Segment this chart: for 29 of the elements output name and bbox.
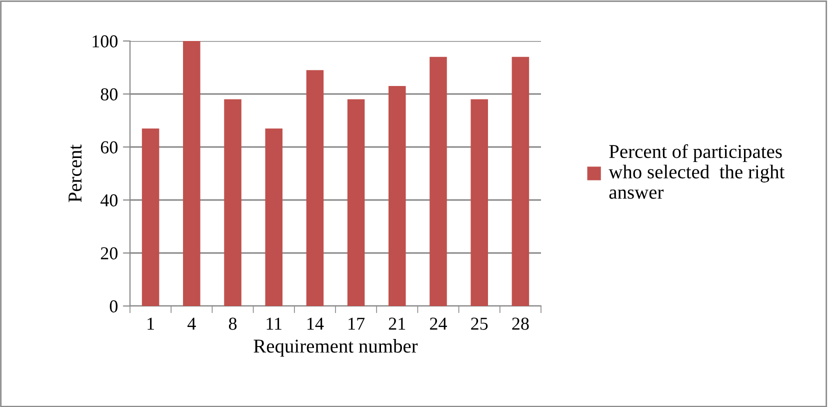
bar: [512, 56, 530, 306]
x-tick-label: 21: [388, 318, 406, 330]
x-tick-label: 28: [512, 318, 529, 330]
y-tick-label: 40: [100, 194, 118, 206]
bar: [347, 99, 365, 306]
bar: [388, 86, 406, 306]
bar: [265, 128, 282, 306]
bar: [306, 70, 324, 306]
bar: [183, 41, 200, 306]
x-tick-label: 17: [348, 318, 365, 330]
bar: [470, 99, 488, 306]
x-tick-label: 1: [148, 318, 154, 330]
y-tick-label: 0: [110, 300, 118, 312]
bar: [142, 128, 160, 306]
y-tick-label: 100: [92, 35, 118, 48]
x-tick-label: 4: [187, 318, 196, 330]
bar: [224, 99, 242, 306]
y-tick-label: 80: [100, 88, 118, 100]
x-axis-title: Requirement number: [254, 339, 418, 357]
bar: [430, 56, 447, 306]
x-tick-label: 8: [228, 318, 237, 330]
y-tick-label: 60: [100, 141, 118, 154]
legend-label: Percent of participates who selected the right answer: [608, 144, 785, 199]
x-tick-label: 14: [308, 318, 324, 330]
x-tick-label: 11: [266, 318, 282, 330]
x-tick-label: 24: [430, 318, 447, 330]
y-tick-label: 20: [100, 247, 118, 260]
x-tick-label: 25: [471, 318, 488, 330]
y-axis-title: Percent: [68, 144, 82, 202]
